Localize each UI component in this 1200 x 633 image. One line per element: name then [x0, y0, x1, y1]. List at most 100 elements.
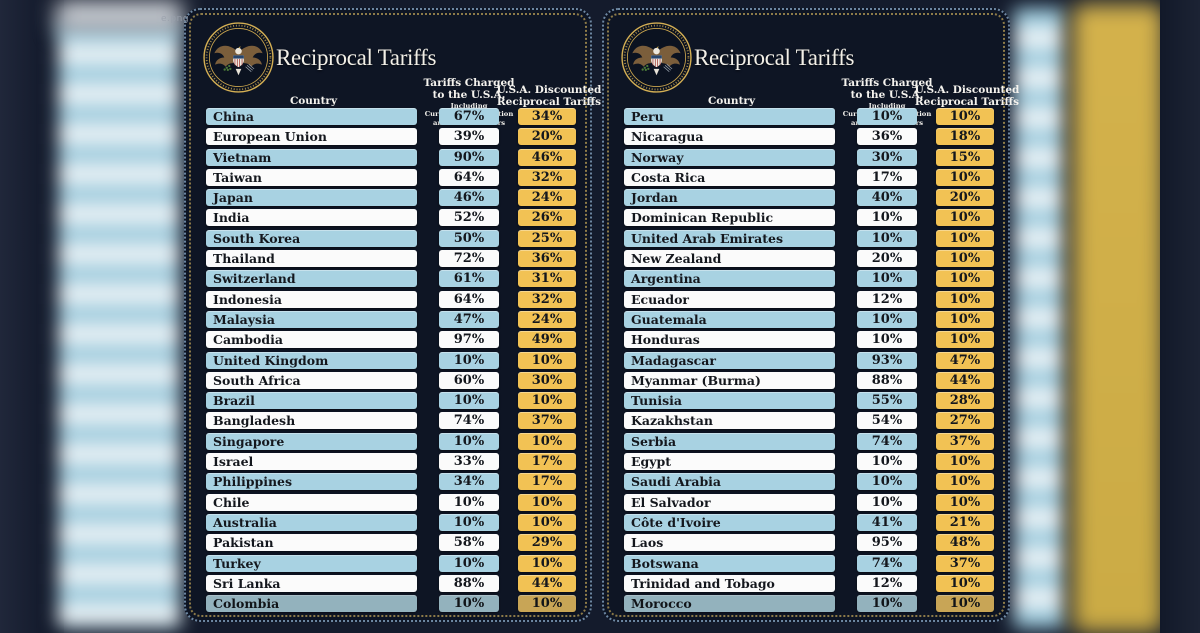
- background-blur-rows-left: [58, 24, 180, 628]
- panel-title: Reciprocal Tariffs: [694, 45, 855, 70]
- discounted-value-cell: 30%: [518, 371, 576, 389]
- country-cell: Philippines: [206, 473, 417, 491]
- discounted-value-cell: 25%: [518, 229, 576, 247]
- country-cell: Cambodia: [206, 331, 417, 349]
- country-cell: South Korea: [206, 229, 417, 247]
- charged-value-cell: 10%: [439, 554, 499, 572]
- country-cell: Serbia: [624, 432, 835, 450]
- table-row: New Zealand 20% 10%: [604, 250, 1008, 268]
- charged-value-cell: 10%: [439, 392, 499, 410]
- discounted-value-cell: 32%: [518, 168, 576, 186]
- table-row: Myanmar (Burma) 88% 44%: [604, 371, 1008, 389]
- charged-value-cell: 39%: [439, 128, 499, 146]
- charged-value-cell: 64%: [439, 290, 499, 308]
- discounted-value-cell: 21%: [936, 513, 994, 531]
- table-row: Sri Lanka 88% 44%: [186, 574, 590, 592]
- country-cell: United Arab Emirates: [624, 229, 835, 247]
- discounted-value-cell: 10%: [936, 290, 994, 308]
- column-header-charged-main: Tariffs Charged to the U.S.A.: [841, 76, 933, 101]
- country-cell: Chile: [206, 493, 417, 511]
- charged-value-cell: 74%: [857, 554, 917, 572]
- charged-value-cell: 10%: [439, 432, 499, 450]
- table-row: Taiwan 64% 32%: [186, 168, 590, 186]
- table-row: Ecuador 12% 10%: [604, 290, 1008, 308]
- charged-value-cell: 55%: [857, 392, 917, 410]
- background-right-edge: [1160, 0, 1200, 633]
- column-header-discounted: U.S.A. Discounted Reciprocal Tariffs: [496, 84, 602, 108]
- background-blur-gold-column: [1072, 4, 1164, 633]
- discounted-value-cell: 10%: [518, 554, 576, 572]
- discounted-value-cell: 24%: [518, 310, 576, 328]
- charged-value-cell: 20%: [857, 250, 917, 268]
- country-cell: Jordan: [624, 189, 835, 207]
- table-row: Switzerland 61% 31%: [186, 270, 590, 288]
- charged-value-cell: 40%: [857, 189, 917, 207]
- table-row: Kazakhstan 54% 27%: [604, 412, 1008, 430]
- table-row: Côte d'Ivoire 41% 21%: [604, 513, 1008, 531]
- table-row: Australia 10% 10%: [186, 513, 590, 531]
- charged-value-cell: 61%: [439, 270, 499, 288]
- charged-value-cell: 88%: [857, 371, 917, 389]
- country-cell: Morocco: [624, 595, 835, 613]
- background-blur-rows-right: [1014, 8, 1064, 628]
- charged-value-cell: 10%: [857, 108, 917, 125]
- discounted-value-cell: 24%: [518, 189, 576, 207]
- charged-value-cell: 10%: [857, 229, 917, 247]
- discounted-value-cell: 10%: [518, 513, 576, 531]
- discounted-value-cell: 10%: [936, 473, 994, 491]
- table-row: Malaysia 47% 24%: [186, 310, 590, 328]
- table-row: India 52% 26%: [186, 209, 590, 227]
- country-cell: Dominican Republic: [624, 209, 835, 227]
- table-row: Japan 46% 24%: [186, 189, 590, 207]
- table-row: United Arab Emirates 10% 10%: [604, 229, 1008, 247]
- table-row: Thailand 72% 36%: [186, 250, 590, 268]
- panel-title: Reciprocal Tariffs: [276, 45, 437, 70]
- table-row: Morocco 10% 10%: [604, 595, 1008, 613]
- table-row: Dominican Republic 10% 10%: [604, 209, 1008, 227]
- charged-value-cell: 10%: [439, 513, 499, 531]
- discounted-value-cell: 10%: [936, 209, 994, 227]
- charged-value-cell: 74%: [857, 432, 917, 450]
- country-cell: Turkey: [206, 554, 417, 572]
- filename-watermark: e.png: [161, 14, 190, 24]
- charged-value-cell: 33%: [439, 453, 499, 471]
- charged-value-cell: 60%: [439, 371, 499, 389]
- country-cell: Saudi Arabia: [624, 473, 835, 491]
- tariff-panel-left: Reciprocal Tariffs Country Tariffs Charg…: [184, 8, 601, 622]
- table-row: Serbia 74% 37%: [604, 432, 1008, 450]
- discounted-value-cell: 20%: [518, 128, 576, 146]
- country-cell: Trinidad and Tobago: [624, 574, 835, 592]
- charged-value-cell: 46%: [439, 189, 499, 207]
- table-row: South Korea 50% 25%: [186, 229, 590, 247]
- discounted-value-cell: 31%: [518, 270, 576, 288]
- table-row: Tunisia 55% 28%: [604, 392, 1008, 410]
- country-cell: Singapore: [206, 432, 417, 450]
- table-row: Philippines 34% 17%: [186, 473, 590, 491]
- table-row: Guatemala 10% 10%: [604, 310, 1008, 328]
- discounted-value-cell: 26%: [518, 209, 576, 227]
- country-cell: Sri Lanka: [206, 574, 417, 592]
- discounted-value-cell: 32%: [518, 290, 576, 308]
- table-row: South Africa 60% 30%: [186, 371, 590, 389]
- column-header-charged-main: Tariffs Charged to the U.S.A.: [423, 76, 515, 101]
- country-cell: Ecuador: [624, 290, 835, 308]
- table-row: Brazil 10% 10%: [186, 392, 590, 410]
- discounted-value-cell: 37%: [518, 412, 576, 430]
- charged-value-cell: 10%: [857, 453, 917, 471]
- charged-value-cell: 30%: [857, 148, 917, 166]
- country-cell: Botswana: [624, 554, 835, 572]
- country-cell: Costa Rica: [624, 168, 835, 186]
- table-row: China 67% 34%: [186, 108, 590, 125]
- discounted-value-cell: 10%: [936, 108, 994, 125]
- country-cell: Honduras: [624, 331, 835, 349]
- discounted-value-cell: 28%: [936, 392, 994, 410]
- discounted-value-cell: 10%: [936, 453, 994, 471]
- discounted-value-cell: 29%: [518, 534, 576, 552]
- table-row: Trinidad and Tobago 12% 10%: [604, 574, 1008, 592]
- table-row: Honduras 10% 10%: [604, 331, 1008, 349]
- country-cell: European Union: [206, 128, 417, 146]
- charged-value-cell: 12%: [857, 574, 917, 592]
- charged-value-cell: 34%: [439, 473, 499, 491]
- country-cell: Indonesia: [206, 290, 417, 308]
